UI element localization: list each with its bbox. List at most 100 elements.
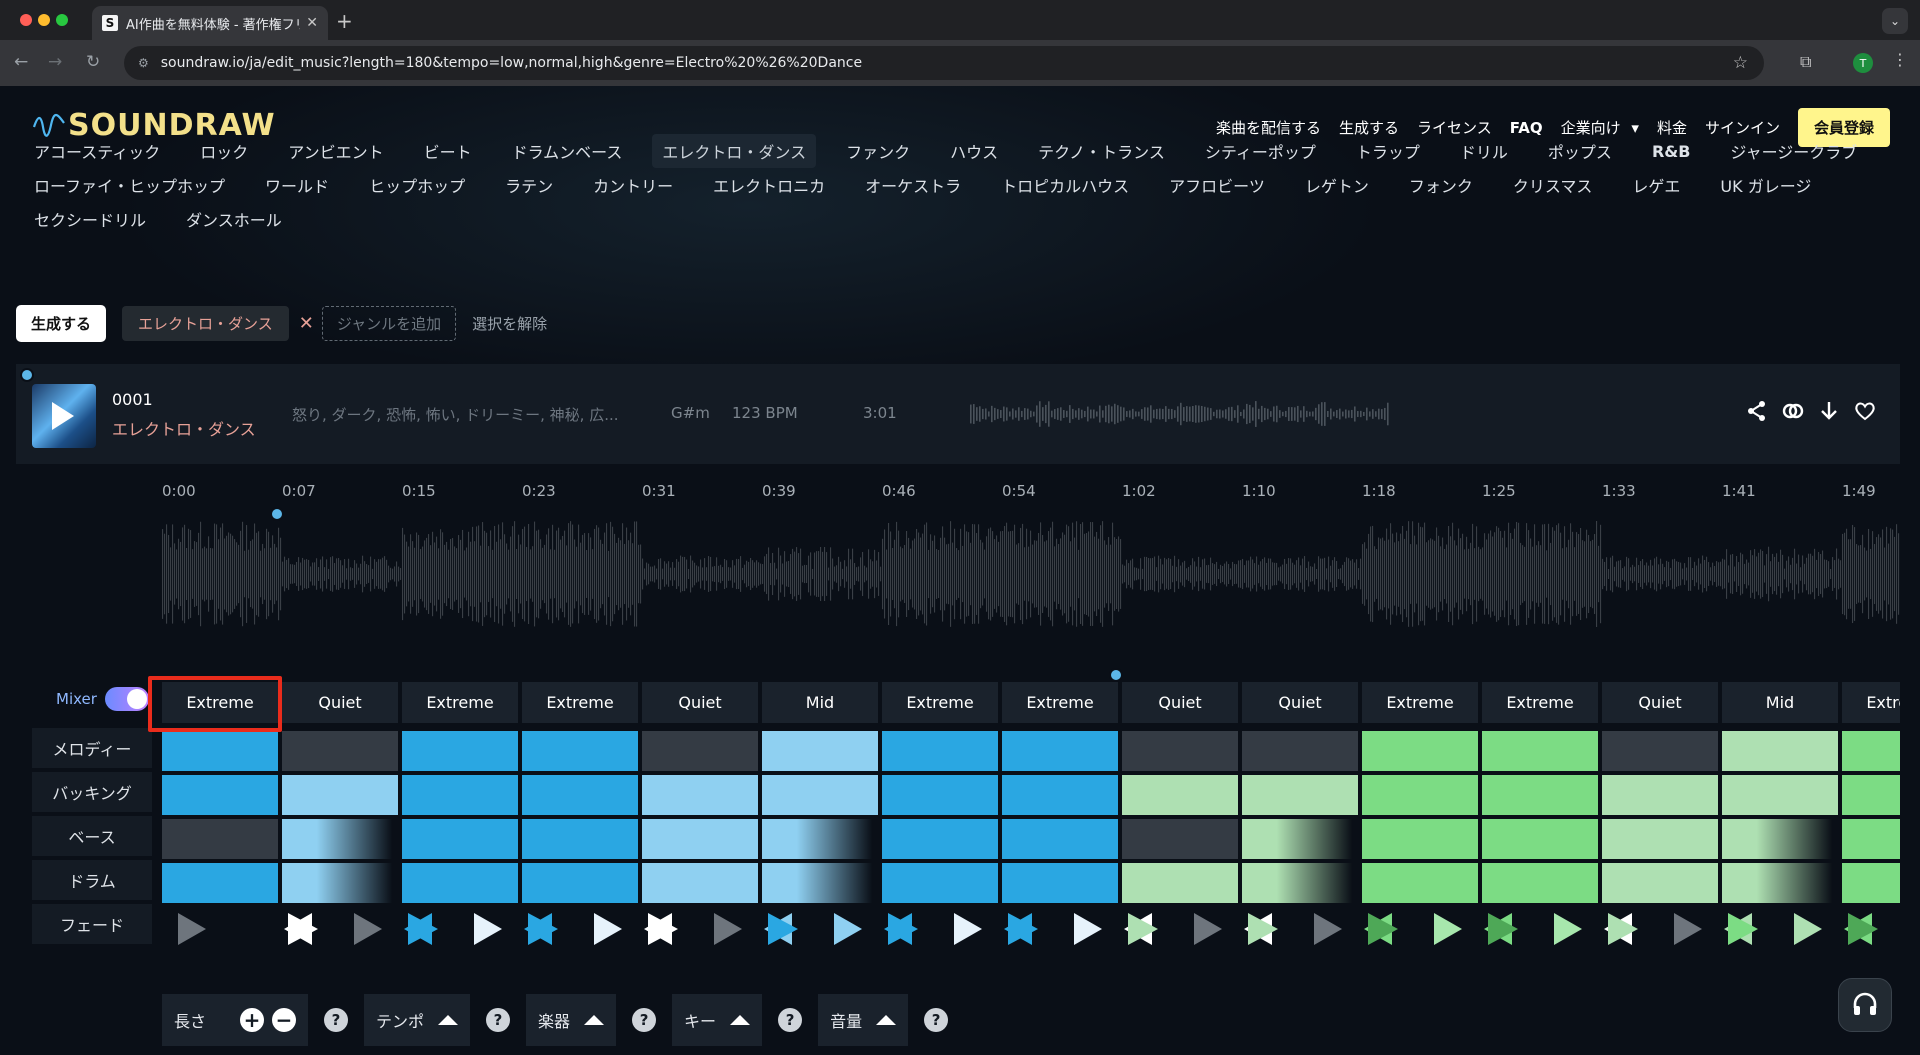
fade-arrow[interactable] <box>766 909 806 949</box>
profile-avatar[interactable]: T <box>1853 53 1873 73</box>
mixer-cell-backing[interactable] <box>282 775 398 815</box>
section-energy[interactable]: Mid <box>762 682 878 723</box>
mixer-cell-melody[interactable] <box>522 731 638 771</box>
generate-button[interactable]: 生成する <box>16 305 107 342</box>
genre-chip[interactable]: ダンスホール <box>186 211 282 230</box>
mixer-cell-backing[interactable] <box>882 775 998 815</box>
play-icon[interactable] <box>52 402 74 430</box>
mixer-cell-backing[interactable] <box>1842 775 1900 815</box>
mixer-cell-drums[interactable] <box>402 863 518 903</box>
fade-out-icon[interactable] <box>1554 913 1582 945</box>
section-energy[interactable]: Quiet <box>282 682 398 723</box>
fade-arrow[interactable] <box>646 909 686 949</box>
mixer-cell-bass[interactable] <box>522 819 638 859</box>
nav-distribute[interactable]: 楽曲を配信する <box>1216 119 1322 137</box>
mixer-cell-drums[interactable] <box>642 863 758 903</box>
mixer-cell-backing[interactable] <box>522 775 638 815</box>
mixer-cell-bass[interactable] <box>162 819 278 859</box>
genre-chip[interactable]: UK ガレージ <box>1720 177 1812 196</box>
expand-up-icon[interactable] <box>438 1015 459 1025</box>
control-2[interactable]: 楽器 <box>526 994 617 1046</box>
genre-chip[interactable]: レゲエ <box>1632 177 1681 196</box>
mixer-cell-melody[interactable] <box>1602 731 1718 771</box>
mixer-cell-drums[interactable] <box>1362 863 1478 903</box>
timeline-ruler[interactable]: 0:00 0:07 0:15 0:23 0:31 0:39 0:46 0:54 1:02 1:10… <box>0 474 1920 504</box>
fade-out-icon[interactable] <box>714 913 742 945</box>
mixer-cell-melody[interactable] <box>1842 731 1900 771</box>
section-energy[interactable]: Quiet <box>1122 682 1238 723</box>
mixer-cell-drums[interactable] <box>282 863 398 903</box>
mixer-cell-melody[interactable] <box>1722 731 1838 771</box>
mixer-cell-bass[interactable] <box>1242 819 1358 859</box>
genre-chip[interactable]: クリスマス <box>1512 177 1593 196</box>
nav-pricing[interactable]: 料金 <box>1656 119 1687 137</box>
section-energy[interactable]: Quiet <box>1602 682 1718 723</box>
nav-signin[interactable]: サインイン <box>1704 119 1780 137</box>
genre-chip[interactable]: ラテン <box>505 177 554 196</box>
mixer-toggle[interactable]: Mixer <box>56 687 149 711</box>
section-energy[interactable]: Extreme <box>402 682 518 723</box>
mixer-cell-backing[interactable] <box>762 775 878 815</box>
genre-chip[interactable]: エレクトロニカ <box>713 177 826 196</box>
fade-out-icon[interactable] <box>474 913 502 945</box>
soundraw-logo[interactable]: SOUNDRAW <box>32 108 276 143</box>
genre-chip[interactable]: ロック <box>200 143 249 162</box>
nav-generate[interactable]: 生成する <box>1339 119 1400 137</box>
mixer-cell-drums[interactable] <box>1842 863 1900 903</box>
fade-arrow-icon[interactable] <box>408 913 438 945</box>
fade-arrow[interactable] <box>406 909 446 949</box>
fade-arrow[interactable] <box>1486 909 1526 949</box>
fade-arrow-icon[interactable] <box>288 913 318 945</box>
fade-out-icon[interactable] <box>1314 913 1342 945</box>
fade-arrow[interactable] <box>1006 909 1046 949</box>
fade-arrow-icon[interactable] <box>1488 913 1518 945</box>
mixer-cell-backing[interactable] <box>1242 775 1358 815</box>
fade-out-icon[interactable] <box>354 913 382 945</box>
tab-search-icon[interactable]: ⌄ <box>1882 8 1908 34</box>
mixer-cell-backing[interactable] <box>1602 775 1718 815</box>
fade-arrow[interactable] <box>1126 909 1166 949</box>
mixer-switch[interactable] <box>104 687 149 711</box>
fade-out-icon[interactable] <box>178 913 206 945</box>
fade-out-icon[interactable] <box>834 913 862 945</box>
expand-up-icon[interactable] <box>876 1015 897 1025</box>
fade-out-icon[interactable] <box>1194 913 1222 945</box>
genre-chip[interactable]: テクノ・トランス <box>1038 143 1165 162</box>
fade-arrow[interactable] <box>1726 909 1766 949</box>
genre-chip[interactable]: セクシードリル <box>34 211 147 230</box>
genre-chip[interactable]: ドリル <box>1459 143 1508 162</box>
mixer-cell-bass[interactable] <box>1482 819 1598 859</box>
mixer-cell-melody[interactable] <box>1482 731 1598 771</box>
mixer-cell-backing[interactable] <box>162 775 278 815</box>
selected-genre-chip[interactable]: エレクトロ・ダンス <box>122 306 289 341</box>
forward-icon[interactable]: → <box>48 52 63 72</box>
section-energy[interactable]: Mid <box>1722 682 1838 723</box>
plus-icon[interactable]: + <box>240 1008 265 1032</box>
track-row[interactable]: 0001 エレクトロ・ダンス 怒り, ダーク, 恐怖, 怖い, ドリーミー, 神… <box>16 364 1900 464</box>
mixer-cell-melody[interactable] <box>1362 731 1478 771</box>
genre-chip[interactable]: ハウス <box>950 143 999 162</box>
fade-out-icon[interactable] <box>1794 913 1822 945</box>
genre-chip[interactable]: フォンク <box>1408 177 1473 196</box>
maximize-window-icon[interactable] <box>56 14 68 26</box>
fade-arrow-icon[interactable] <box>1848 913 1878 945</box>
mixer-cell-drums[interactable] <box>1002 863 1118 903</box>
mixer-cell-drums[interactable] <box>1122 863 1238 903</box>
support-chat-button[interactable] <box>1838 978 1892 1032</box>
expand-up-icon[interactable] <box>584 1015 605 1025</box>
help-icon[interactable]: ? <box>924 1008 949 1032</box>
mixer-cell-bass[interactable] <box>282 819 398 859</box>
section-energy[interactable]: Extreme <box>162 682 278 723</box>
section-energy[interactable]: Extreme <box>1482 682 1598 723</box>
genre-chip[interactable]: トロピカルハウス <box>1001 177 1130 196</box>
section-energy[interactable]: Extreme <box>1362 682 1478 723</box>
mixer-cell-backing[interactable] <box>1002 775 1118 815</box>
fade-out-icon[interactable] <box>1674 913 1702 945</box>
mixer-cell-backing[interactable] <box>642 775 758 815</box>
mixer-cell-melody[interactable] <box>882 731 998 771</box>
control-3[interactable]: キー <box>672 994 763 1046</box>
mixer-cell-bass[interactable] <box>1722 819 1838 859</box>
minus-icon[interactable]: − <box>272 1008 297 1032</box>
genre-chip[interactable]: ジャージークラブ <box>1730 143 1858 162</box>
site-info-icon[interactable]: ⚙ <box>138 56 149 70</box>
